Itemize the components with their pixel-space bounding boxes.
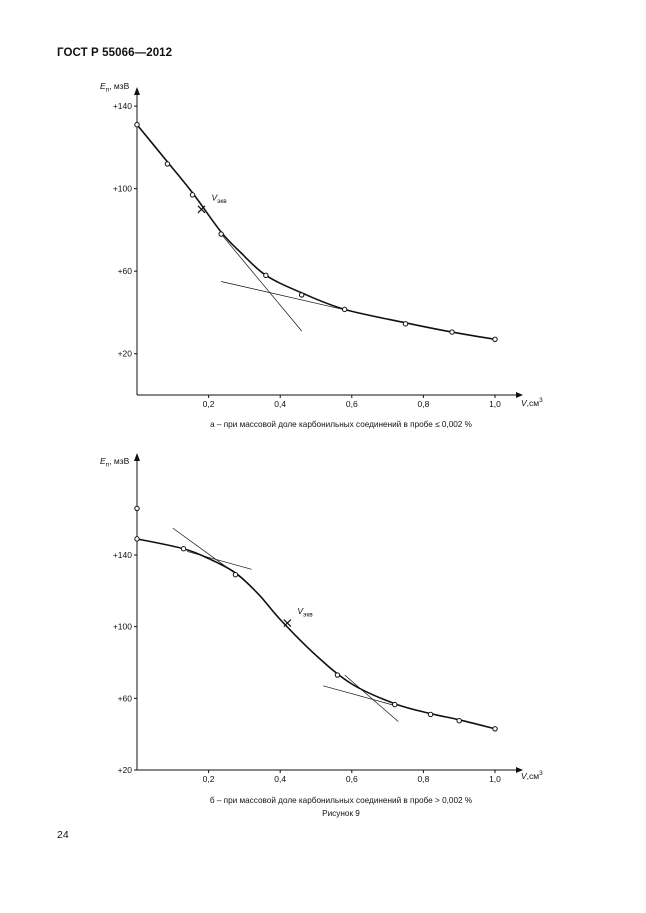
y-axis-arrow <box>134 453 140 461</box>
x-tick-label: 0,6 <box>346 774 358 784</box>
y-tick-label: +20 <box>118 765 133 775</box>
page-number: 24 <box>57 829 69 841</box>
data-point <box>427 711 434 718</box>
titration-curve <box>136 538 496 730</box>
x-axis-label: V,см3 <box>521 770 543 781</box>
tangent-line <box>220 233 302 332</box>
y-tick-label: +60 <box>118 266 133 276</box>
data-point <box>492 336 498 342</box>
x-axis-label: V,см3 <box>521 397 543 408</box>
x-tick-label: 0,2 <box>203 774 215 784</box>
data-point <box>341 306 348 313</box>
chart-a: 0,2 0,4 0,6 0,8 1,0 +20 +60 +100 +140 Eп, мзВ V,см… <box>100 81 543 409</box>
y-tick-label: +60 <box>118 693 133 703</box>
x-tick-label: 0,8 <box>417 774 429 784</box>
data-point <box>298 292 305 298</box>
y-tick-label: +100 <box>113 622 132 632</box>
x-tick-label: 1,0 <box>489 774 501 784</box>
equivalence-label: Vэкв <box>297 606 313 619</box>
data-point <box>492 726 498 732</box>
data-point <box>392 701 398 708</box>
equivalence-mark <box>197 205 206 214</box>
y-tick-label: +100 <box>113 184 132 194</box>
x-axis-arrow <box>516 767 523 773</box>
tangent-line <box>323 685 395 706</box>
data-point <box>134 505 140 512</box>
data-point <box>263 272 269 279</box>
data-point <box>232 572 239 578</box>
data-point <box>334 672 341 678</box>
figure-caption: Рисунок 9 <box>322 809 360 818</box>
data-point <box>456 718 462 724</box>
y-tick-label: +20 <box>118 349 133 359</box>
y-axis-label: Eп, мзВ <box>100 456 130 469</box>
y-tick-label: +140 <box>113 101 132 111</box>
y-axis-arrow <box>134 87 140 95</box>
x-tick-label: 1,0 <box>489 399 501 409</box>
data-point <box>180 546 187 552</box>
x-tick-label: 0,4 <box>274 399 286 409</box>
chart-b-caption: б – при массовой доле карбонильных соеди… <box>209 796 473 805</box>
y-axis-label: Eп, мзВ <box>100 81 130 94</box>
tangent-line <box>344 674 399 722</box>
y-tick-label: +140 <box>113 550 132 560</box>
data-point <box>449 329 455 335</box>
x-tick-label: 0,6 <box>346 399 358 409</box>
data-point <box>218 231 224 237</box>
x-axis-arrow <box>516 392 523 398</box>
equivalence-label: Vэкв <box>211 192 227 205</box>
chart-b: 0,2 0,4 0,6 0,8 1,0 +20 +60 +100 +140 Eп, мзВ V,см… <box>100 453 543 784</box>
data-point <box>402 321 409 327</box>
page-header: ГОСТ Р 55066—2012 <box>57 47 173 59</box>
data-point <box>164 161 171 167</box>
data-point <box>134 536 140 542</box>
tangent-line <box>221 281 352 312</box>
x-tick-label: 0,4 <box>274 774 286 784</box>
chart-a-caption: а – при массовой доле карбонильных соеди… <box>210 420 472 429</box>
data-point <box>134 122 140 128</box>
equivalence-mark <box>283 619 292 628</box>
x-tick-label: 0,2 <box>203 399 215 409</box>
data-point <box>189 192 196 198</box>
x-tick-label: 0,8 <box>417 399 429 409</box>
